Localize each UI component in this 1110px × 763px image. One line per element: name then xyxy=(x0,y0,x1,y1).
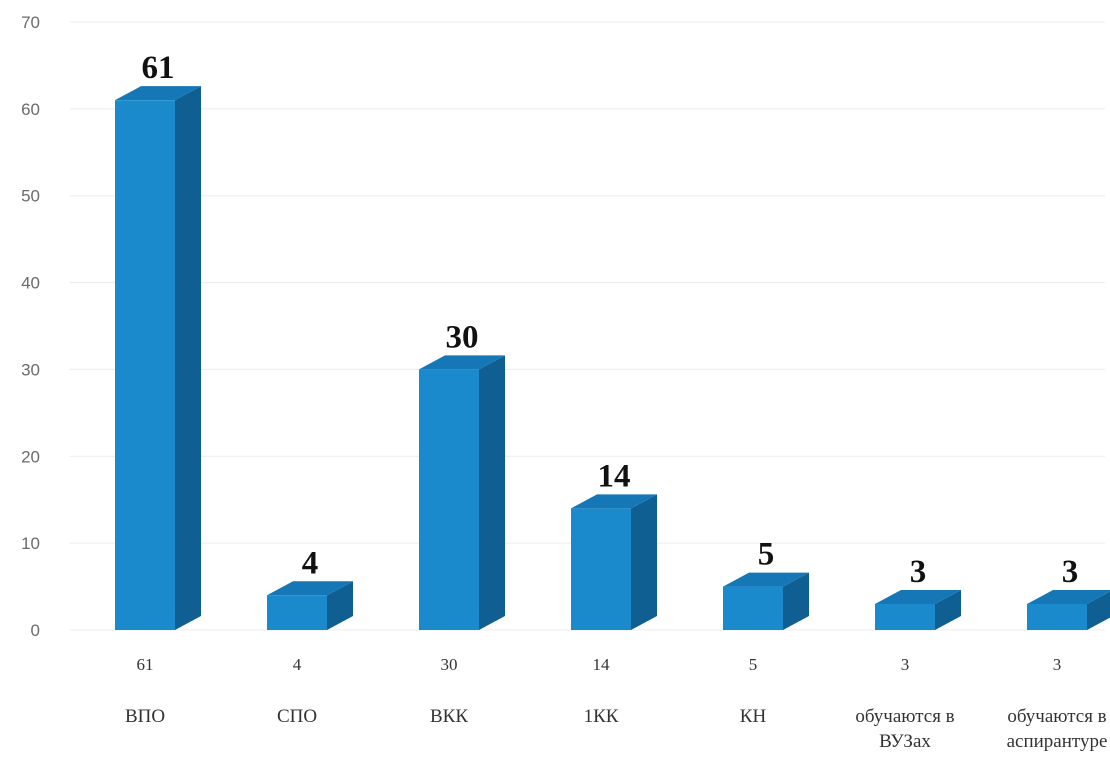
y-tick-label: 0 xyxy=(31,621,40,640)
bar-top xyxy=(571,494,657,509)
value-table-cell: 5 xyxy=(749,655,758,674)
data-label: 14 xyxy=(598,458,631,494)
data-label: 4 xyxy=(302,545,319,581)
category-label: ВПО xyxy=(125,706,165,727)
y-tick-label: 70 xyxy=(21,13,40,32)
bar-top xyxy=(875,589,961,604)
value-table-cell: 4 xyxy=(293,655,302,674)
bar xyxy=(875,589,961,630)
value-table-cell: 61 xyxy=(137,655,154,674)
bars xyxy=(115,86,1110,630)
bar xyxy=(723,572,809,630)
bar-front xyxy=(571,508,631,630)
bar-front xyxy=(1027,603,1087,630)
bar xyxy=(419,355,505,630)
category-label: 1КК xyxy=(584,706,619,727)
gridlines xyxy=(70,21,1105,631)
bar xyxy=(115,86,201,630)
category-label: ВКК xyxy=(430,706,468,727)
bar-front xyxy=(267,595,327,630)
bar-front xyxy=(875,603,935,630)
bar-top xyxy=(1027,589,1110,604)
category-label: обучаются в xyxy=(855,706,954,727)
bar xyxy=(1027,589,1110,630)
bar-front xyxy=(419,369,479,630)
y-axis-ticks: 0 10 20 30 40 50 60 70 xyxy=(21,13,40,640)
bar xyxy=(267,581,353,630)
y-tick-label: 20 xyxy=(21,447,40,466)
bar-top xyxy=(267,581,353,596)
value-table-cell: 3 xyxy=(1053,655,1062,674)
data-labels: 61 4 30 14 5 3 3 xyxy=(142,50,1079,590)
category-label: обучаются в xyxy=(1007,706,1106,727)
value-table-cell: 3 xyxy=(901,655,910,674)
bar-front xyxy=(115,100,175,630)
category-label: аспирантуре xyxy=(1007,731,1108,752)
bar-top xyxy=(419,355,505,370)
bar-side xyxy=(175,86,201,630)
bar-front xyxy=(723,586,783,630)
category-label: ВУЗах xyxy=(879,731,931,752)
bar xyxy=(571,494,657,630)
y-tick-label: 10 xyxy=(21,534,40,553)
bar-top xyxy=(723,572,809,587)
bar-side xyxy=(479,355,505,630)
value-table: 61 4 30 14 5 3 3 xyxy=(137,655,1062,674)
value-table-cell: 30 xyxy=(441,655,458,674)
bar-side xyxy=(1087,591,1110,630)
y-tick-label: 60 xyxy=(21,100,40,119)
category-labels: ВПО СПО ВКК 1КК КН обучаются в ВУЗах обучаются … xyxy=(125,706,1107,752)
bar-side xyxy=(783,572,809,630)
bar-side xyxy=(935,589,961,630)
y-tick-label: 40 xyxy=(21,274,40,293)
data-label: 3 xyxy=(1062,554,1079,590)
value-table-cell: 14 xyxy=(593,655,611,674)
data-label: 30 xyxy=(446,319,479,355)
data-label: 61 xyxy=(142,50,175,86)
category-label: СПО xyxy=(277,706,317,727)
data-label: 3 xyxy=(910,554,927,590)
data-label: 5 xyxy=(758,537,775,573)
bar-top xyxy=(115,86,201,101)
bar-side xyxy=(631,494,657,630)
y-tick-label: 50 xyxy=(21,187,40,206)
y-tick-label: 30 xyxy=(21,360,40,379)
bar-side xyxy=(327,581,353,630)
category-label: КН xyxy=(740,706,767,727)
